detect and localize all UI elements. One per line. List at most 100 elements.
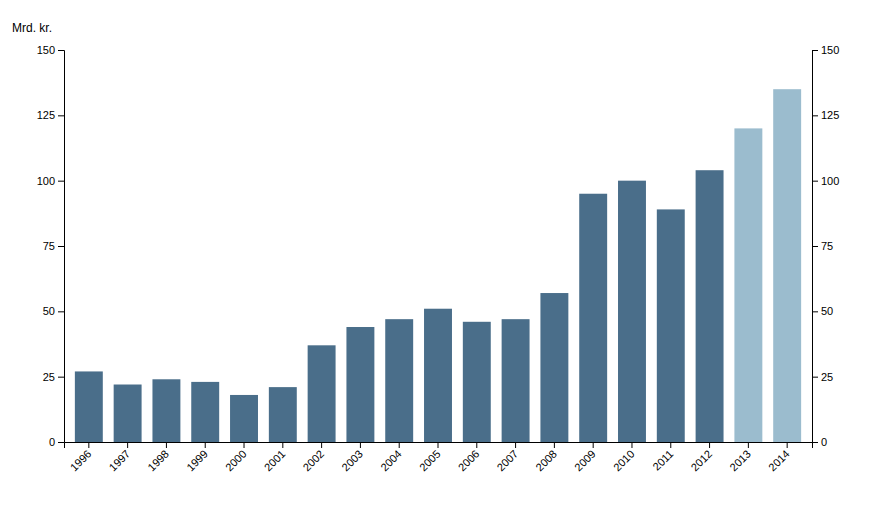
bar: [502, 319, 530, 442]
tick: 2005: [417, 442, 443, 473]
tick: 2012: [688, 442, 714, 473]
tick: 2011: [650, 442, 675, 473]
tick: 2008: [533, 442, 559, 473]
tick: 100: [812, 175, 839, 187]
tick-label: 2002: [300, 448, 326, 474]
bar: [308, 345, 336, 442]
tick: 2002: [300, 442, 326, 473]
tick: 1998: [145, 442, 171, 473]
bars: [75, 89, 801, 442]
tick-label: 125: [821, 109, 839, 121]
y-label: Mrd. kr.: [12, 21, 52, 35]
axis-line: [813, 51, 819, 443]
tick: 150: [37, 44, 64, 56]
tick-label: 2004: [378, 448, 404, 474]
tick-label: 2013: [727, 448, 753, 474]
tick: 2013: [727, 442, 753, 473]
tick: 2006: [456, 442, 482, 473]
tick-label: 125: [37, 109, 55, 121]
tick: 0: [812, 436, 827, 448]
tick: 0: [49, 436, 64, 448]
tick-mark: [812, 311, 818, 312]
axis-line: [58, 51, 65, 443]
chart-container: 1996199719981999200020012002200320042005…: [0, 0, 872, 514]
tick-label: 2003: [339, 448, 365, 474]
tick: 2000: [223, 442, 249, 473]
bar: [618, 181, 646, 442]
tick-label: 2008: [533, 448, 559, 474]
bar: [152, 379, 180, 442]
tick-mark: [166, 442, 167, 448]
tick: 2014: [766, 442, 792, 473]
tick-mark: [321, 442, 322, 448]
tick-mark: [399, 442, 400, 448]
tick-mark: [58, 377, 64, 378]
tick-label: 2009: [572, 448, 598, 474]
tick-mark: [554, 442, 555, 448]
axis-line: [65, 443, 813, 449]
bar: [385, 319, 413, 442]
tick-label: 2005: [417, 448, 443, 474]
tick-label: 2014: [766, 448, 792, 474]
tick: 2004: [378, 442, 404, 473]
tick: 2001: [262, 442, 288, 473]
tick: 75: [43, 240, 64, 252]
tick-mark: [282, 442, 283, 448]
bar: [346, 327, 374, 442]
tick: 1996: [68, 442, 94, 473]
bar: [734, 128, 762, 442]
tick-mark: [812, 115, 818, 116]
tick-label: 0: [821, 436, 827, 448]
tick-label: 2010: [611, 448, 637, 474]
tick: 150: [812, 44, 839, 56]
tick-label: 2011: [650, 448, 675, 473]
bar: [696, 170, 724, 442]
bar: [773, 89, 801, 442]
tick-mark: [748, 442, 749, 448]
bar: [424, 309, 452, 442]
tick-label: 25: [821, 371, 833, 383]
tick-mark: [58, 246, 64, 247]
tick: 25: [812, 371, 833, 383]
tick-mark: [709, 442, 710, 448]
tick-label: 75: [821, 240, 833, 252]
tick: 2010: [611, 442, 637, 473]
tick-mark: [58, 181, 64, 182]
bar: [114, 385, 142, 442]
tick-label: 25: [43, 371, 55, 383]
tick-mark: [88, 442, 89, 448]
x-axis: 1996199719981999200020012002200320042005…: [65, 442, 813, 473]
tick: 100: [37, 175, 64, 187]
tick-label: 2000: [223, 448, 249, 474]
tick-mark: [812, 442, 818, 443]
y-axis: 0 25 50 75 100 125 150: [37, 44, 65, 448]
tick-label: 50: [821, 305, 833, 317]
tick-label: 100: [821, 175, 839, 187]
tick-label: 75: [43, 240, 55, 252]
tick: 50: [43, 305, 64, 317]
tick: 1999: [184, 442, 210, 473]
tick-label: 150: [37, 44, 55, 56]
tick: 50: [812, 305, 833, 317]
tick-mark: [787, 442, 788, 448]
bar: [230, 395, 258, 442]
tick-mark: [127, 442, 128, 448]
tick-mark: [812, 377, 818, 378]
bar: [463, 322, 491, 442]
tick: 75: [812, 240, 833, 252]
tick-mark: [58, 50, 64, 51]
tick-mark: [812, 50, 818, 51]
tick-mark: [812, 246, 818, 247]
tick: 125: [812, 109, 839, 121]
tick: 125: [37, 109, 64, 121]
plot-area: 1996199719981999200020012002200320042005…: [12, 21, 839, 473]
tick-mark: [438, 442, 439, 448]
tick-label: 2012: [688, 448, 714, 474]
tick-mark: [631, 442, 632, 448]
tick-label: 50: [43, 305, 55, 317]
tick-label: 1996: [68, 448, 94, 474]
tick-mark: [515, 442, 516, 448]
tick-label: 2007: [494, 448, 520, 474]
bar: [540, 293, 568, 442]
tick-label: 2001: [262, 448, 288, 474]
